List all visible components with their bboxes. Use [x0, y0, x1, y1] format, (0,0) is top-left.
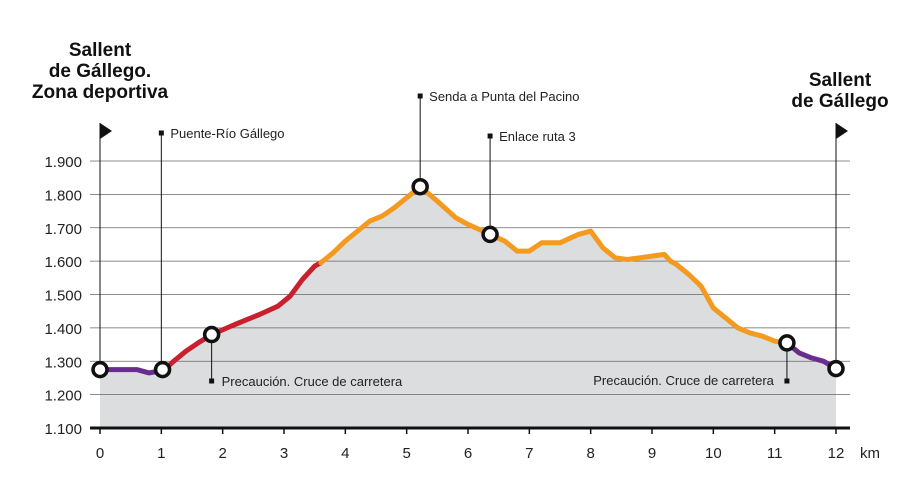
- annotation-marker: [158, 130, 164, 136]
- y-tick-label: 1.500: [44, 288, 82, 305]
- x-tick-label: 10: [705, 445, 722, 462]
- route-segment: [161, 260, 324, 373]
- annotation-marker: [209, 378, 215, 384]
- y-tick-label: 1.300: [44, 354, 82, 371]
- end-label-line: Sallent: [808, 70, 872, 91]
- x-tick-label: 9: [648, 445, 656, 462]
- annotations: Puente-Río Gállego Precaución. Cruce de c…: [158, 89, 790, 389]
- start-label-line: Zona deportiva: [31, 82, 169, 103]
- waypoint-marker: [91, 360, 109, 379]
- waypoints: [91, 177, 845, 379]
- end-location-label: Sallent de Gállego: [770, 70, 910, 112]
- annotation-label: Senda a Punta del Pacino: [429, 89, 579, 104]
- x-tick-label: 8: [586, 445, 594, 462]
- annotation-marker: [417, 93, 423, 99]
- end-label-line: de Gállego: [791, 91, 889, 112]
- annotation-label: Enlace ruta 3: [499, 129, 576, 144]
- x-tick-label: 3: [280, 445, 288, 462]
- start-label-line: Sallent: [68, 40, 132, 61]
- route-segment: [318, 184, 790, 346]
- y-tick-label: 1.200: [44, 388, 82, 405]
- y-tick-label: 1.400: [44, 321, 82, 338]
- waypoint-marker: [827, 359, 845, 378]
- tick-labels: 1.100 1.200 1.300 1.400 1.500 1.600 1.700 1.800…: [44, 154, 880, 462]
- end-flag: [836, 123, 848, 139]
- y-tick-label: 1.600: [44, 254, 82, 271]
- route-segment: [784, 340, 839, 372]
- annotation-label: Puente-Río Gállego: [170, 126, 284, 141]
- y-tick-label: 1.100: [44, 421, 82, 438]
- annotation-marker: [784, 378, 790, 384]
- waypoint-marker: [153, 360, 172, 379]
- x-tick-label: 11: [767, 445, 783, 462]
- x-axis: [90, 426, 850, 434]
- start-label-line: de Gállego.: [48, 61, 152, 82]
- annotation-label: Precaución. Cruce de carretera: [222, 374, 403, 389]
- waypoint-marker: [202, 325, 221, 344]
- elevation-area: [100, 186, 836, 428]
- route-lines: [97, 184, 839, 376]
- x-tick-label: 1: [157, 445, 165, 462]
- x-unit-label: km: [860, 445, 880, 462]
- y-tick-label: 1.700: [44, 221, 82, 238]
- start-location-label: Sallent de Gállego. Zona deportiva: [10, 40, 190, 103]
- annotation-label: Precaución. Cruce de carretera: [593, 373, 774, 388]
- waypoint-marker: [778, 334, 796, 352]
- waypoint-marker: [481, 225, 499, 244]
- waypoint-marker: [411, 177, 429, 196]
- x-tick-label: 5: [402, 445, 410, 462]
- x-tick-label: 12: [828, 445, 845, 462]
- x-tick-label: 7: [525, 445, 533, 462]
- elevation-fill: [100, 186, 836, 428]
- y-tick-label: 1.800: [44, 187, 82, 204]
- start-flag: [100, 123, 112, 139]
- x-tick-label: 2: [218, 445, 226, 462]
- x-tick-label: 4: [341, 445, 349, 462]
- y-tick-label: 1.900: [44, 154, 82, 171]
- annotation-marker: [487, 133, 493, 139]
- x-tick-label: 0: [96, 445, 104, 462]
- route-flags: [99, 123, 848, 370]
- x-tick-label: 6: [464, 445, 472, 462]
